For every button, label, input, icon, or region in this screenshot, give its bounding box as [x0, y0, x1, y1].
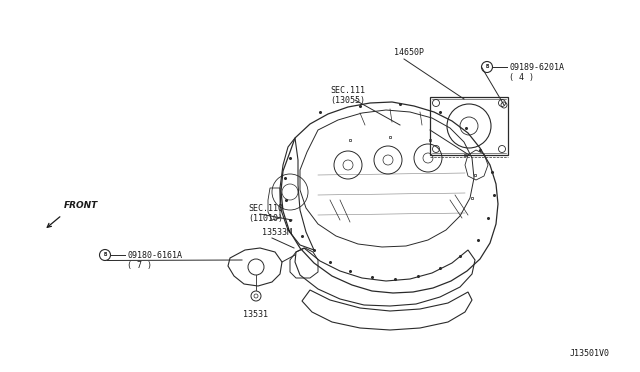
Text: B: B: [104, 253, 107, 257]
Text: 13533M: 13533M: [262, 228, 292, 237]
Text: FRONT: FRONT: [64, 201, 99, 210]
Text: 09180-6161A
( 7 ): 09180-6161A ( 7 ): [127, 251, 182, 270]
Text: 13531: 13531: [243, 310, 269, 319]
Text: SEC.111
(13055): SEC.111 (13055): [330, 86, 365, 105]
Bar: [430, 97, 508, 155]
Text: 14650P: 14650P: [394, 48, 424, 57]
Text: 09189-6201A
( 4 ): 09189-6201A ( 4 ): [509, 63, 564, 83]
Text: J13501V0: J13501V0: [570, 349, 610, 358]
Text: SEC.110
(11010): SEC.110 (11010): [248, 204, 283, 224]
Text: B: B: [485, 64, 488, 70]
